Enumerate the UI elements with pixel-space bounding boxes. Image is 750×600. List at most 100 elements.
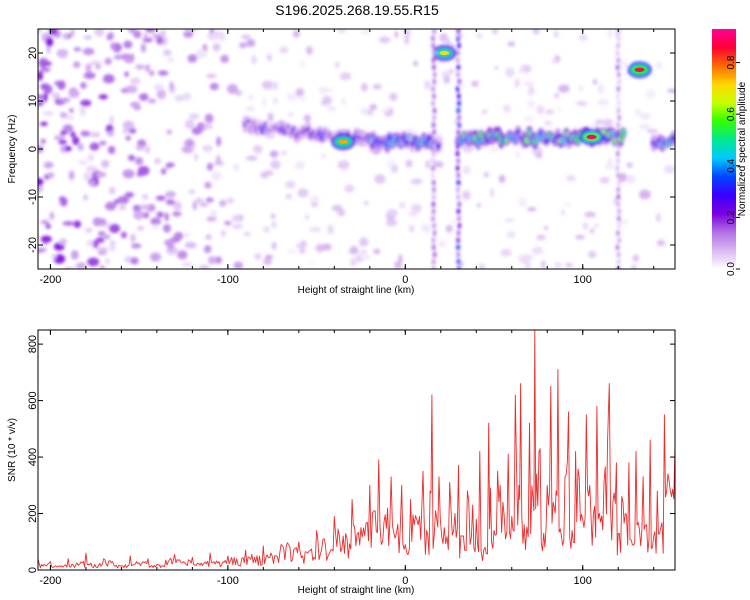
spectrogram-streak xyxy=(456,107,461,114)
spectrogram-noise xyxy=(363,201,369,206)
snr-ytick-label: 200 xyxy=(27,504,39,522)
spectrogram-noise xyxy=(523,115,535,123)
spectrogram-streak xyxy=(432,251,437,258)
spectrogram-noise xyxy=(321,152,326,159)
spectrogram-noise xyxy=(49,211,55,221)
spectrogram-noise xyxy=(639,189,651,200)
spectrogram-noise xyxy=(162,223,172,233)
spectrogram-noise xyxy=(295,160,306,168)
spectrogram-noise xyxy=(117,196,130,204)
spectrogram-noise xyxy=(231,214,242,222)
spectrogram-noise xyxy=(107,130,115,137)
spectrogram-noise xyxy=(221,230,226,237)
spectrogram-noise xyxy=(553,92,560,99)
spectrogram-streak xyxy=(616,122,621,128)
spectrogram-streak xyxy=(431,244,436,251)
spectrogram-noise xyxy=(145,145,151,154)
spectrogram-streak xyxy=(617,35,621,42)
spectrogram-streak xyxy=(431,208,436,215)
spectrogram-noise xyxy=(597,98,609,106)
spectrogram-noise xyxy=(524,254,534,261)
spectrogram-streak xyxy=(616,194,621,200)
spectrogram-noise xyxy=(103,234,111,240)
spectrogram-noise xyxy=(260,171,269,179)
spectrogram-noise xyxy=(99,265,105,269)
spectrogram-noise xyxy=(410,203,422,213)
spectrogram-noise xyxy=(83,35,92,40)
spectrogram-noise xyxy=(155,195,166,201)
spectrogram-noise xyxy=(60,144,66,154)
spectrogram-noise xyxy=(127,154,136,161)
spectrogram-noise xyxy=(98,140,107,146)
spectrogram-noise xyxy=(172,211,182,217)
spectrogram-noise xyxy=(123,40,133,49)
spectrogram-noise xyxy=(210,171,222,181)
spectrogram-noise xyxy=(129,101,141,108)
spectrogram-noise xyxy=(38,58,48,68)
spectrogram-noise xyxy=(344,184,355,193)
spectrogram-noise xyxy=(43,61,52,66)
spectrogram-noise xyxy=(631,264,637,269)
spectrogram-streak xyxy=(457,114,461,121)
spectrogram-noise xyxy=(138,93,149,101)
spectrogram-spot-core xyxy=(439,50,450,56)
spectrogram-noise xyxy=(187,54,198,63)
spectrogram-noise xyxy=(38,29,42,34)
spectrogram-noise xyxy=(369,104,378,111)
spectrogram-streak xyxy=(431,35,435,42)
spectrogram-noise xyxy=(139,204,150,211)
spectrogram-noise xyxy=(618,172,628,182)
spectrogram-streak xyxy=(431,237,436,244)
spectrogram-noise xyxy=(531,246,544,255)
spectrogram-noise xyxy=(507,41,516,47)
spectrogram-noise xyxy=(167,240,175,251)
spectrogram-streak xyxy=(432,114,436,121)
spectrogram-noise xyxy=(506,230,516,239)
spectrogram-noise xyxy=(304,214,310,220)
spectrogram-noise xyxy=(360,249,367,254)
spectrogram-streak xyxy=(616,129,620,136)
spectrogram-noise xyxy=(632,254,640,262)
spectrogram-noise xyxy=(216,155,221,164)
spectrogram-noise xyxy=(213,161,225,166)
spectrogram-noise xyxy=(518,68,527,74)
spectrogram-noise xyxy=(38,94,45,99)
spectrogram-streak xyxy=(617,215,621,222)
spectrogram-noise xyxy=(565,175,576,182)
spectrogram-streak xyxy=(456,251,461,258)
spectrogram-noise xyxy=(303,114,311,122)
spectrogram-noise xyxy=(40,138,46,144)
spectrogram-noise xyxy=(105,257,110,265)
spectrogram-streak xyxy=(432,71,437,78)
spectrogram-noise xyxy=(156,89,167,100)
spectrogram-noise xyxy=(246,38,256,48)
spectrogram-streak xyxy=(431,215,435,222)
spectrogram-xlabel: Height of straight line (km) xyxy=(298,285,415,296)
spectrogram-noise xyxy=(532,29,540,35)
spectrogram-noise xyxy=(89,142,100,151)
spectrogram-noise xyxy=(438,240,447,248)
spectrogram-noise xyxy=(89,60,102,66)
spectrogram-noise xyxy=(231,224,243,229)
spectrogram-streak xyxy=(615,165,620,172)
spectrogram-streak xyxy=(616,172,620,179)
spectrogram-noise xyxy=(476,202,482,208)
spectrogram-noise xyxy=(462,165,471,175)
spectrogram-streak xyxy=(431,122,436,128)
spectrogram-noise xyxy=(360,107,371,116)
spectrogram-noise xyxy=(202,144,213,153)
spectrogram-noise xyxy=(638,124,651,130)
spectrogram-noise xyxy=(478,264,486,269)
spectrogram-noise xyxy=(183,30,194,38)
spectrogram-noise xyxy=(60,196,68,207)
spectrogram-noise xyxy=(350,245,358,253)
spectrogram-noise xyxy=(195,49,207,59)
spectrogram-noise xyxy=(349,257,357,267)
spectrogram-noise xyxy=(153,223,159,231)
spectrogram-noise xyxy=(404,35,410,45)
spectrogram-noise xyxy=(527,85,535,96)
spectrogram-noise xyxy=(262,226,271,233)
snr-xtick-label: -200 xyxy=(39,575,61,587)
spectrogram-noise xyxy=(173,232,184,241)
spectrogram-streak xyxy=(616,86,621,92)
